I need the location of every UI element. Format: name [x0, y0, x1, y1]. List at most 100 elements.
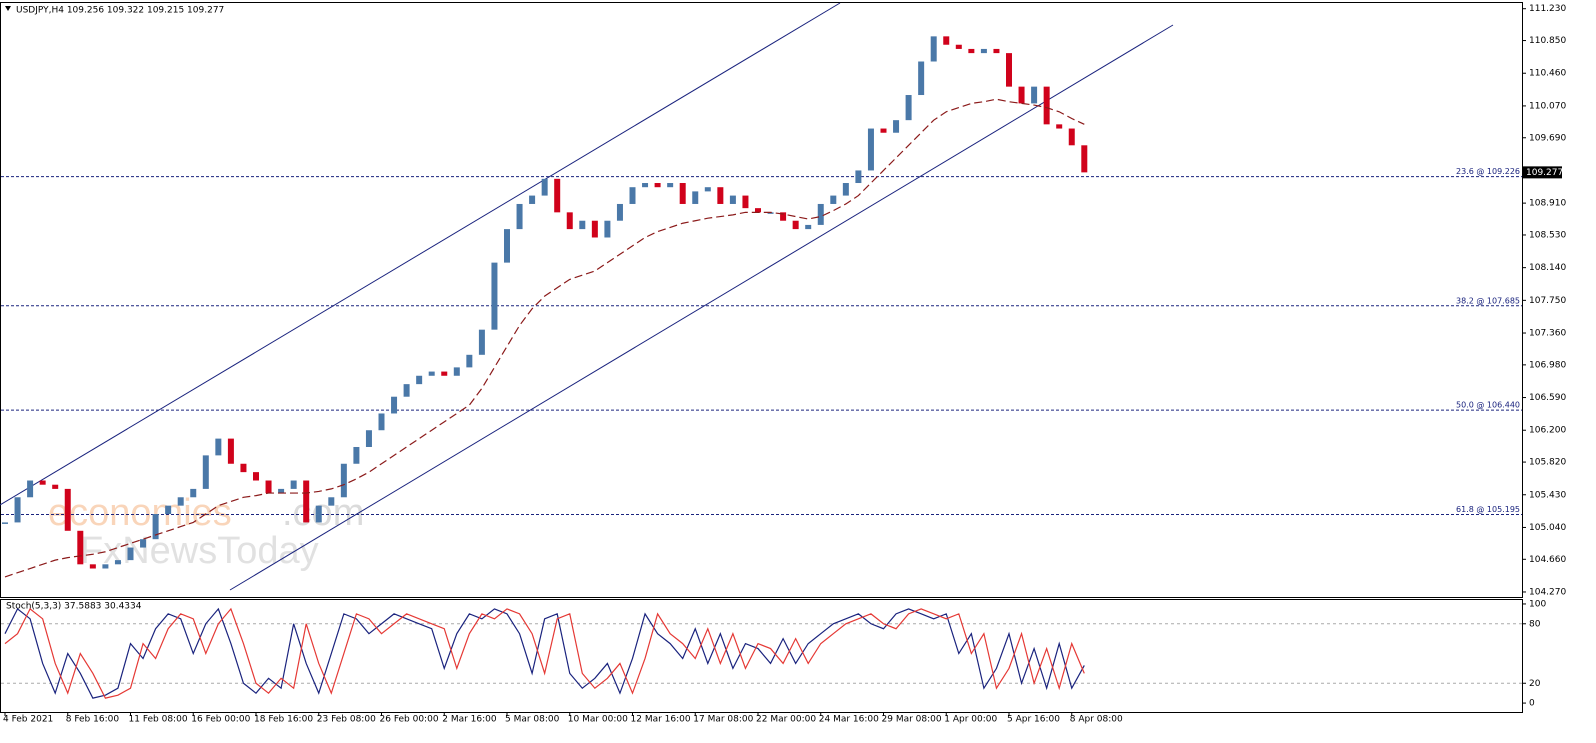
- candle: [265, 480, 272, 494]
- x-tick-label: 17 Mar 08:00: [693, 715, 753, 725]
- candle: [729, 195, 736, 204]
- y-tick-label: 108.910: [1529, 199, 1566, 209]
- y-tick-label: 106.590: [1529, 393, 1566, 403]
- y-tick-label: 110.070: [1529, 101, 1566, 111]
- candle: [930, 36, 937, 62]
- candle: [315, 505, 322, 523]
- candle: [353, 446, 360, 464]
- y-tick-label: 106.980: [1529, 360, 1566, 370]
- candle: [905, 95, 912, 121]
- candle: [767, 212, 774, 214]
- candle: [893, 120, 900, 133]
- candle: [365, 430, 372, 447]
- candle: [428, 371, 435, 376]
- candle: [654, 183, 661, 188]
- stoch-header: Stoch(5,3,3) 37.5883 30.4334: [6, 602, 142, 612]
- candle: [516, 203, 523, 230]
- candle: [1043, 86, 1050, 125]
- watermark-text: economies: [48, 492, 232, 534]
- x-tick-label: 8 Feb 16:00: [66, 715, 120, 725]
- y-tick-label: 100: [1529, 599, 1546, 609]
- y-tick-label: 105.820: [1529, 458, 1566, 468]
- candle: [616, 203, 623, 221]
- channel-lower: [229, 24, 1174, 591]
- x-tick-label: 5 Mar 08:00: [505, 715, 560, 725]
- candle: [993, 48, 1000, 54]
- current-price: 109.277: [1526, 168, 1563, 178]
- candle: [102, 564, 109, 569]
- candle: [14, 497, 21, 523]
- candle: [152, 514, 159, 540]
- series-line: [4, 607, 1085, 699]
- candle: [64, 488, 71, 531]
- candle: [39, 480, 46, 485]
- candle: [817, 203, 824, 225]
- candle: [491, 262, 498, 330]
- y-tick-label: 110.850: [1529, 36, 1566, 46]
- candle: [278, 488, 285, 494]
- candle: [89, 564, 96, 569]
- series-line: [4, 98, 1085, 578]
- candle: [127, 547, 134, 561]
- x-tick-label: 24 Mar 16:00: [819, 715, 879, 725]
- candle: [579, 220, 586, 230]
- x-tick-label: 10 Mar 00:00: [568, 715, 628, 725]
- candle: [955, 44, 962, 49]
- x-tick-label: 23 Feb 08:00: [317, 715, 376, 725]
- y-tick-label: 109.690: [1529, 133, 1566, 143]
- x-tick-label: 22 Mar 00:00: [756, 715, 816, 725]
- candle: [805, 224, 812, 230]
- x-tick-label: 8 Apr 08:00: [1070, 715, 1123, 725]
- price-box: [1522, 166, 1562, 179]
- candle: [591, 220, 598, 238]
- watermark: economies .com FxNewsToday: [48, 492, 364, 572]
- y-tick-label: 108.530: [1529, 230, 1566, 240]
- x-tick-label: 29 Mar 08:00: [882, 715, 942, 725]
- candle: [140, 539, 147, 548]
- candle: [114, 560, 121, 565]
- candle: [328, 497, 335, 506]
- chart-header: USDJPY,H4 109.256 109.322 109.215 109.27…: [16, 6, 224, 16]
- candle: [830, 195, 837, 204]
- x-tick-label: 11 Feb 08:00: [129, 715, 188, 725]
- candle: [403, 384, 410, 397]
- candle: [566, 212, 573, 230]
- candle: [52, 484, 59, 489]
- stoch-pane: [0, 599, 1523, 713]
- candle: [77, 530, 84, 565]
- candle: [742, 195, 749, 209]
- candle: [1068, 128, 1075, 146]
- x-tick-label: 4 Feb 2021: [3, 715, 53, 725]
- candle: [529, 195, 536, 204]
- x-tick-label: 2 Mar 16:00: [442, 715, 497, 725]
- fib-label: 61.8 @ 105.195: [1456, 505, 1520, 514]
- channel-upper: [0, 2, 841, 506]
- x-tick-label: 16 Feb 00:00: [191, 715, 250, 725]
- candle: [190, 488, 197, 498]
- candle: [918, 61, 925, 96]
- candle: [165, 505, 172, 515]
- candle: [780, 212, 787, 221]
- candle: [880, 128, 887, 133]
- candle: [240, 463, 247, 473]
- candle: [453, 367, 460, 376]
- candle: [755, 208, 761, 213]
- y-tick-label: 107.360: [1529, 329, 1566, 339]
- candle: [1006, 53, 1012, 87]
- menu-arrow[interactable]: [5, 6, 11, 11]
- candle: [227, 438, 234, 464]
- candle: [792, 220, 799, 230]
- candle: [441, 371, 448, 376]
- candle: [855, 170, 862, 184]
- candle: [717, 187, 724, 204]
- candle: [629, 187, 636, 204]
- candle: [1031, 86, 1038, 104]
- y-tick-label: 111.230: [1529, 4, 1566, 14]
- y-tick-label: 105.430: [1529, 490, 1566, 500]
- candle: [1018, 86, 1025, 104]
- candle: [416, 375, 423, 385]
- candle: [202, 455, 209, 489]
- candle: [679, 183, 686, 204]
- candle: [378, 413, 385, 431]
